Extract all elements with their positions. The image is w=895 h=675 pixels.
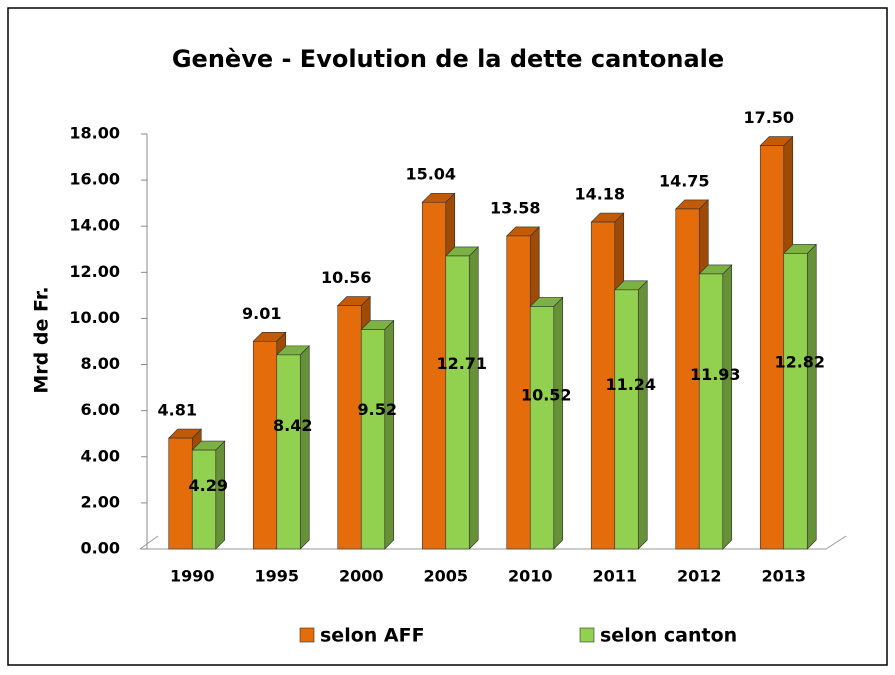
bar — [360, 329, 386, 550]
data-label: 10.56 — [321, 268, 372, 287]
x-tick-label: 2005 — [423, 567, 468, 586]
bar-top-shade — [506, 226, 540, 236]
bar-side-shade — [300, 345, 310, 549]
data-label: 9.52 — [358, 400, 397, 419]
data-label: 13.58 — [490, 198, 541, 217]
bar — [529, 306, 555, 550]
data-label: 14.75 — [659, 171, 710, 190]
bar-top-shade — [760, 136, 793, 146]
bar — [191, 449, 217, 550]
y-tick-label: 18.00 — [69, 124, 120, 143]
bar — [783, 253, 808, 550]
bar-side-shade — [638, 280, 648, 549]
legend-label: selon canton — [600, 625, 737, 647]
floor-edge — [139, 535, 159, 550]
bar-side-shade — [384, 320, 394, 549]
data-label: 17.50 — [743, 108, 794, 127]
bar — [276, 354, 301, 550]
bar-side-shade — [215, 441, 225, 549]
bar-top-shade — [675, 199, 709, 209]
y-tick-label: 16.00 — [69, 170, 120, 189]
bar — [614, 289, 639, 550]
data-label: 4.29 — [189, 476, 228, 495]
bar-top-shade — [337, 296, 371, 306]
bar — [421, 201, 447, 550]
y-tick-label: 8.00 — [81, 354, 120, 373]
bar — [698, 273, 724, 550]
y-axis-label: Mrd de Fr. — [31, 286, 53, 393]
data-label: 15.04 — [405, 165, 456, 184]
bar — [445, 255, 470, 550]
data-label: 10.52 — [521, 386, 572, 405]
bar-top-shade — [276, 345, 310, 355]
legend-swatch — [579, 627, 595, 643]
y-tick-label: 12.00 — [69, 262, 120, 281]
x-tick-label: 2013 — [761, 567, 806, 586]
x-tick-label: 2011 — [592, 567, 637, 586]
bar — [252, 340, 278, 550]
data-label: 14.18 — [574, 185, 625, 204]
x-tick-label: 2000 — [339, 567, 384, 586]
bar-top-shade — [445, 246, 479, 256]
bar-top-shade — [361, 320, 394, 330]
legend-swatch — [299, 627, 315, 643]
bar-side-shade — [469, 246, 479, 550]
data-label: 4.81 — [158, 401, 197, 420]
y-tick-label: 4.00 — [81, 446, 120, 465]
y-tick-label: 2.00 — [81, 492, 120, 511]
data-label: 11.93 — [690, 365, 741, 384]
y-tick-label: 6.00 — [81, 400, 120, 419]
y-tick-label: 0.00 — [81, 539, 120, 558]
x-tick-label: 2012 — [677, 567, 722, 586]
data-label: 12.82 — [774, 352, 825, 371]
data-label: 12.71 — [436, 354, 487, 373]
bar — [337, 305, 362, 550]
chart-title: Genève - Evolution de la dette cantonale — [172, 45, 724, 73]
bar-top-shade — [591, 213, 624, 223]
data-label: 8.42 — [273, 416, 312, 435]
bar-top-shade — [253, 332, 286, 342]
y-tick-label: 10.00 — [69, 308, 120, 327]
bar-top-shade — [783, 244, 817, 254]
bar-top-shade — [530, 297, 563, 307]
bar-side-shade — [807, 244, 817, 549]
bar-top-shade — [192, 441, 225, 451]
bar-top-shade — [614, 280, 648, 290]
bar-top-shade — [699, 264, 732, 274]
bar — [759, 145, 785, 550]
bar-top-shade — [168, 429, 202, 439]
legend-label: selon AFF — [320, 625, 425, 647]
y-tick-label: 14.00 — [69, 216, 120, 235]
data-label: 9.01 — [242, 304, 281, 323]
x-tick-label: 1995 — [254, 567, 299, 586]
bar-top-shade — [422, 193, 455, 203]
x-tick-label: 1990 — [170, 567, 215, 586]
data-label: 11.24 — [605, 375, 656, 394]
bar-side-shade — [722, 264, 732, 549]
x-tick-label: 2010 — [508, 567, 553, 586]
bar-side-shade — [553, 297, 563, 549]
